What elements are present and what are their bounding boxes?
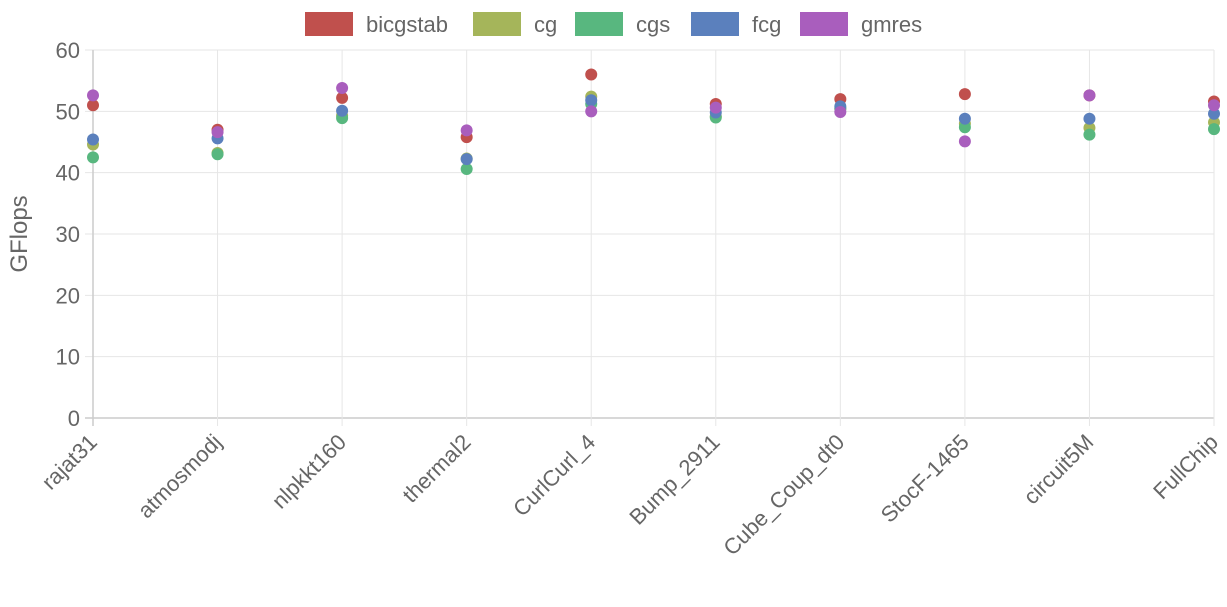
data-point-cgs <box>87 151 99 164</box>
legend-item-cg[interactable]: cg <box>471 10 557 38</box>
data-point-fcg <box>336 104 349 117</box>
data-point-fcg <box>585 94 598 107</box>
data-point-gmres <box>958 135 971 148</box>
data-point-bicgstab <box>336 91 349 104</box>
data-point-cgs <box>958 121 971 134</box>
x-tick-label: CurlCurl_4 <box>508 429 600 521</box>
data-point-bicgstab <box>87 99 99 112</box>
data-point-gmres <box>834 105 847 118</box>
y-tick-label: 0 <box>68 406 80 431</box>
y-tick-label: 40 <box>56 161 80 186</box>
legend-label: gmres <box>861 12 922 37</box>
x-tick-label: thermal2 <box>397 429 475 507</box>
x-tick-label: StocF-1465 <box>876 429 974 527</box>
data-point-fcg <box>1083 112 1096 125</box>
data-point-gmres <box>585 105 598 118</box>
legend-swatch <box>471 10 523 38</box>
x-tick-label: rajat31 <box>37 429 102 494</box>
legend: bicgstab cg cgs fcg gmres <box>303 10 922 38</box>
y-tick-label: 50 <box>56 99 80 124</box>
data-point-gmres <box>1208 99 1220 112</box>
data-point-cgs <box>1208 123 1220 136</box>
data-point-cgs <box>460 162 473 175</box>
legend-item-cgs[interactable]: cgs <box>573 10 670 38</box>
legend-label: cg <box>534 12 557 37</box>
data-point-fcg <box>460 153 473 166</box>
legend-item-fcg[interactable]: fcg <box>689 10 781 38</box>
data-point-cgs <box>1083 128 1096 141</box>
data-point-gmres <box>709 101 722 114</box>
legend-swatch <box>573 10 625 38</box>
x-tick-label: nlpkkt160 <box>267 429 351 513</box>
grid <box>85 49 1215 426</box>
x-tick-label: Bump_2911 <box>624 429 724 529</box>
y-axis-title: GFlops <box>6 195 33 272</box>
legend-swatch <box>689 10 741 38</box>
x-tick-label: atmosmodj <box>133 429 227 523</box>
x-tick-label: Cube_Coup_dt0 <box>718 429 849 560</box>
data-point-bicgstab <box>958 88 971 101</box>
data-point-bicgstab <box>585 68 598 81</box>
data-point-fcg <box>87 133 99 146</box>
y-tick-label: 20 <box>56 283 80 308</box>
data-points <box>87 68 1220 175</box>
legend-item-gmres[interactable]: gmres <box>798 10 922 38</box>
legend-label: cgs <box>636 12 670 37</box>
y-tick-label: 30 <box>56 222 80 247</box>
x-tick-label: FullChip <box>1148 429 1223 504</box>
data-point-fcg <box>1208 107 1220 120</box>
x-tick-label: circuit5M <box>1019 429 1099 509</box>
legend-label: fcg <box>752 12 781 37</box>
x-axis-ticks: rajat31 atmosmodj nlpkkt160 thermal2 CurlCur… <box>37 429 1223 560</box>
data-point-gmres <box>460 124 473 137</box>
data-point-fcg <box>958 112 971 125</box>
legend-item-bicgstab[interactable]: bicgstab <box>303 10 448 38</box>
legend-label: bicgstab <box>366 12 448 37</box>
data-point-gmres <box>87 89 99 102</box>
y-tick-label: 10 <box>56 345 80 370</box>
y-axis-ticks: 0 10 20 30 40 50 60 <box>56 38 80 431</box>
data-point-cgs <box>211 148 224 161</box>
y-tick-label: 60 <box>56 38 80 63</box>
data-point-gmres <box>211 126 224 139</box>
legend-swatch <box>798 10 850 38</box>
legend-swatch <box>303 10 355 38</box>
data-point-gmres <box>336 82 349 95</box>
data-point-gmres <box>1083 89 1096 102</box>
